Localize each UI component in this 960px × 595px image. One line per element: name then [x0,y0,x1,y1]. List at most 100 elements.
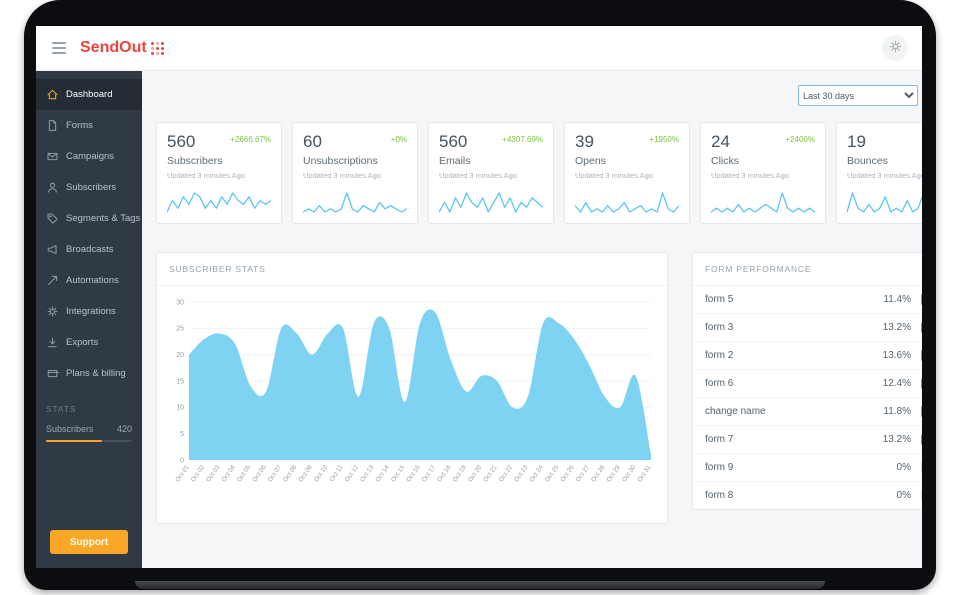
subscribers-progress-fill [46,440,102,442]
subscriber-stats-chart-area: 0 5 10 15 20 25 30 Oct 01 Oct 02 Oct 03 Oct 04 Oct … [157,286,667,523]
form-performance-title: FORM PERFORMANCE [693,253,922,286]
svg-text:Oct 30: Oct 30 [621,463,638,483]
sidebar-item-label: Segments & Tags [66,213,141,224]
svg-text:Oct 19: Oct 19 [451,463,468,483]
form-performance-row[interactable]: form 3 13.2% [693,314,922,342]
form-performance-row[interactable]: change name 11.8% [693,398,922,426]
stat-card-delta: +4307.69% [502,135,543,144]
sidebar-item-label: Forms [66,120,93,131]
sidebar-item-automations[interactable]: Automations [36,265,142,296]
stat-card-updated: Updated 3 minutes Ago [439,170,517,180]
svg-text:Oct 25: Oct 25 [544,463,561,483]
tag-icon [46,212,59,225]
svg-text:Oct 26: Oct 26 [559,463,576,483]
svg-text:Oct 20: Oct 20 [467,463,484,483]
svg-text:Oct 18: Oct 18 [436,463,453,483]
sidebar-item-label: Campaigns [66,151,115,162]
sidebar-item-plans-billing[interactable]: Plans & billing [36,358,142,389]
svg-text:Oct 15: Oct 15 [390,463,407,483]
gear-icon [46,305,59,318]
support-button[interactable]: Support [50,530,128,554]
form-performance-row[interactable]: form 2 13.6% [693,342,922,370]
sidebar-subscribers-stat[interactable]: Subscribers 420 [36,418,142,442]
settings-gear-button[interactable] [882,35,908,61]
form-name: change name [705,405,766,417]
svg-text:Oct 04: Oct 04 [220,463,237,483]
svg-text:Oct 28: Oct 28 [590,463,607,483]
stat-card-label: Emails [439,154,471,167]
stat-card-emails: 560 +4307.69% Emails Updated 3 minutes A… [428,122,554,224]
billing-icon [46,367,59,380]
sidebar-item-label: Dashboard [66,89,113,100]
stat-card-clicks: 24 +2400% Clicks Updated 3 minutes Ago [700,122,826,224]
stat-card-bounces: 19 Bounces Updated 3 minutes Ago [836,122,922,224]
stat-card-label: Bounces [847,154,888,167]
svg-text:Oct 13: Oct 13 [359,463,376,483]
form-performance-row[interactable]: form 7 13.2% [693,426,922,454]
sidebar-item-segments-tags[interactable]: Segments & Tags [36,203,142,234]
stat-card-value: 24 [711,132,730,151]
form-value: 13.6% [882,349,911,361]
sidebar-item-dashboard[interactable]: Dashboard [36,79,142,110]
stat-card-sparkline [439,192,543,213]
stat-card-delta: +1950% [649,135,679,144]
form-value: 13.2% [882,321,911,333]
svg-text:Oct 02: Oct 02 [190,463,207,483]
send-icon [46,274,59,287]
stat-card-subscribers: 560 +2666.67% Subscribers Updated 3 minu… [156,122,282,224]
subscriber-stats-panel: SUBSCRIBER STATS 0 5 10 15 20 25 30 Oct 01 Oct 0… [156,251,668,524]
stat-card-updated: Updated 3 minutes Ago [303,170,381,180]
svg-text:5: 5 [180,431,184,438]
app-header: SendOut [36,26,922,71]
svg-text:Oct 21: Oct 21 [482,463,499,483]
sidebar-item-integrations[interactable]: Integrations [36,296,142,327]
svg-text:Oct 08: Oct 08 [282,463,299,483]
stat-card-label: Opens [575,154,606,167]
stat-card-value: 39 [575,132,594,151]
sidebar-item-subscribers[interactable]: Subscribers [36,172,142,203]
stat-cards-row: 560 +2666.67% Subscribers Updated 3 minu… [156,122,922,224]
svg-text:Oct 29: Oct 29 [605,463,622,483]
sidebar: Dashboard Forms Campaigns Subscribers Se… [36,71,142,568]
svg-text:Oct 10: Oct 10 [313,463,330,483]
logo-dots-icon [150,42,165,56]
sidebar-stats-heading: STATS [46,405,77,414]
svg-text:Oct 31: Oct 31 [636,463,653,483]
svg-text:Oct 03: Oct 03 [205,463,222,483]
sidebar-item-label: Subscribers [66,182,117,193]
form-performance-row[interactable]: form 5 11.4% [693,286,922,314]
form-performance-row[interactable]: form 9 0% [693,454,922,482]
sidebar-item-forms[interactable]: Forms [36,110,142,141]
sidebar-nav: Dashboard Forms Campaigns Subscribers Se… [36,79,142,389]
sidebar-subscribers-label: Subscribers [46,424,94,434]
svg-text:Oct 09: Oct 09 [297,463,314,483]
stat-card-sparkline [847,192,922,213]
form-performance-row[interactable]: form 8 0% [693,482,922,509]
stat-card-updated: Updated 3 minutes Ago [575,170,653,180]
form-status-tick-icon [921,489,922,501]
sidebar-item-campaigns[interactable]: Campaigns [36,141,142,172]
subscriber-stats-title: SUBSCRIBER STATS [157,253,667,286]
svg-text:20: 20 [176,352,184,359]
date-range-select[interactable]: Last 30 days [798,85,918,106]
form-status-tick-icon [921,349,922,361]
svg-text:Oct 06: Oct 06 [251,463,268,483]
form-status-tick-icon [921,461,922,473]
sidebar-item-broadcasts[interactable]: Broadcasts [36,234,142,265]
sidebar-item-exports[interactable]: Exports [36,327,142,358]
app-screen: SendOut Dashboard Forms Campaigns Subscr… [36,26,922,568]
svg-text:Oct 05: Oct 05 [236,463,253,483]
stat-card-sparkline [711,192,815,213]
svg-text:0: 0 [180,457,184,464]
svg-text:Oct 27: Oct 27 [575,463,592,483]
hamburger-menu-icon[interactable] [50,40,68,56]
envelope-icon [46,150,59,163]
user-icon [46,181,59,194]
svg-text:15: 15 [176,378,184,385]
svg-text:Oct 01: Oct 01 [174,463,191,483]
sidebar-subscribers-value: 420 [116,424,132,434]
form-name: form 9 [705,461,734,473]
form-performance-row[interactable]: form 6 12.4% [693,370,922,398]
laptop-hinge [135,581,825,589]
svg-text:10: 10 [176,404,184,411]
